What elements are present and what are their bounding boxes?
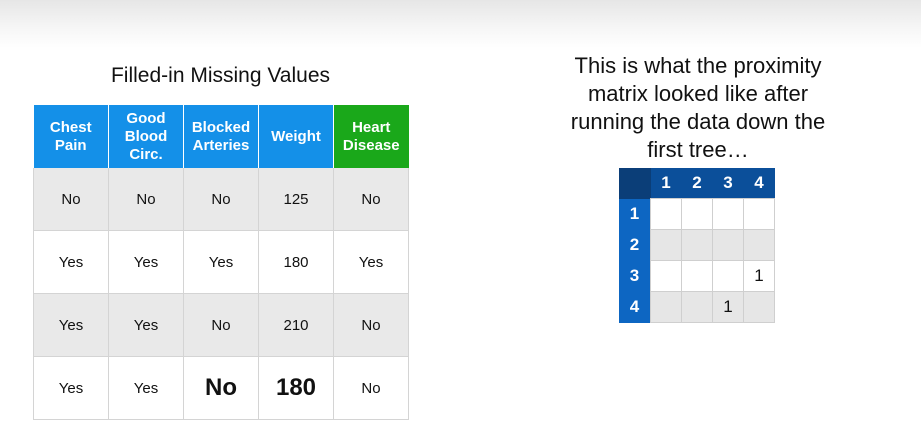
matrix-row-header: 4 [619, 291, 651, 323]
table-cell: No [333, 356, 409, 420]
table-cell: 180 [258, 230, 334, 294]
filled-in-values-table: Chest Pain Good Blood Circ. Blocked Arte… [33, 105, 409, 420]
matrix-cell [712, 229, 744, 261]
matrix-cell [681, 198, 713, 230]
table-row: Yes Yes No 180 No [33, 356, 409, 420]
table-row: No No No 125 No [33, 168, 409, 231]
matrix-cell [650, 260, 682, 292]
table-cell: Yes [33, 356, 109, 420]
proximity-matrix: 1 2 3 4 1 2 3 1 4 1 [619, 168, 775, 323]
table-cell: Yes [333, 230, 409, 294]
table-cell: Yes [33, 293, 109, 357]
matrix-cell: 1 [743, 260, 775, 292]
description-line: running the data down the [570, 109, 826, 134]
matrix-cell [681, 260, 713, 292]
matrix-row: 4 1 [619, 291, 775, 323]
matrix-cell: 1 [712, 291, 744, 323]
table-row: Yes Yes Yes 180 Yes [33, 230, 409, 294]
matrix-cell [743, 229, 775, 261]
table-cell: Yes [33, 230, 109, 294]
table-cell: Yes [183, 230, 259, 294]
description-line: matrix looked like after [587, 81, 809, 106]
matrix-cell [681, 229, 713, 261]
matrix-row-header: 2 [619, 229, 651, 261]
matrix-cell [743, 291, 775, 323]
table-cell: Yes [108, 293, 184, 357]
matrix-row-header: 3 [619, 260, 651, 292]
filled-in-weight-cell: 180 [258, 356, 334, 420]
table-row: Yes Yes No 210 No [33, 293, 409, 357]
table-cell: No [183, 293, 259, 357]
matrix-row: 2 [619, 229, 775, 261]
table-cell: 125 [258, 168, 334, 231]
matrix-row-header: 1 [619, 198, 651, 230]
proximity-description: This is what the proximity matrix looked… [543, 52, 853, 164]
matrix-col-header: 2 [681, 168, 713, 199]
matrix-row: 3 1 [619, 260, 775, 292]
matrix-corner [619, 168, 651, 199]
matrix-col-header: 3 [712, 168, 744, 199]
matrix-col-header: 4 [743, 168, 775, 199]
header-chest-pain: Chest Pain [33, 105, 109, 168]
table-cell: No [108, 168, 184, 231]
matrix-cell [712, 260, 744, 292]
description-line: first tree… [647, 137, 749, 162]
header-blocked-arteries: Blocked Arteries [183, 105, 259, 168]
matrix-cell [650, 291, 682, 323]
matrix-cell [681, 291, 713, 323]
table-cell: No [33, 168, 109, 231]
matrix-cell [712, 198, 744, 230]
table-cell: Yes [108, 230, 184, 294]
header-weight: Weight [258, 105, 334, 168]
description-line: This is what the proximity [574, 53, 822, 78]
matrix-cell [650, 229, 682, 261]
table-cell: No [333, 168, 409, 231]
table-cell: No [333, 293, 409, 357]
table-cell: No [183, 168, 259, 231]
table-title: Filled-in Missing Values [110, 64, 331, 87]
matrix-col-header: 1 [650, 168, 682, 199]
table-cell: Yes [108, 356, 184, 420]
filled-in-blocked-arteries-cell: No [183, 356, 259, 420]
table-cell: 210 [258, 293, 334, 357]
header-row: Chest Pain Good Blood Circ. Blocked Arte… [33, 105, 409, 168]
header-heart-disease: Heart Disease [333, 105, 409, 168]
matrix-header-row: 1 2 3 4 [619, 168, 775, 199]
matrix-row: 1 [619, 198, 775, 230]
matrix-cell [650, 198, 682, 230]
header-good-blood-circ: Good Blood Circ. [108, 105, 184, 168]
matrix-cell [743, 198, 775, 230]
